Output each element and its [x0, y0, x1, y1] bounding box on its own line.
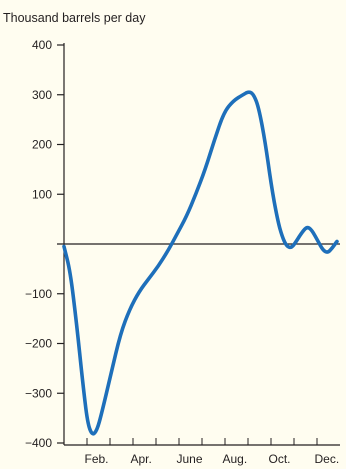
y-tick-label: 300 — [32, 88, 52, 102]
y-tick-label: −100 — [25, 287, 52, 301]
y-tick-label: −300 — [25, 386, 52, 400]
x-tick-label: Apr. — [131, 452, 152, 466]
x-tick-label: June — [177, 452, 203, 466]
y-tick-label: 100 — [32, 187, 52, 201]
y-tick-label: −400 — [25, 436, 52, 450]
y-tick-label: 200 — [32, 138, 52, 152]
y-axis-title: Thousand barrels per day — [3, 11, 146, 25]
y-tick-label: 400 — [32, 38, 52, 52]
y-tick-label: −200 — [25, 337, 52, 351]
series-line — [64, 92, 337, 434]
x-tick-label: Oct. — [269, 452, 291, 466]
x-tick-label: Feb. — [85, 452, 109, 466]
x-tick-label: Dec. — [315, 452, 340, 466]
x-tick-label: Aug. — [223, 452, 248, 466]
